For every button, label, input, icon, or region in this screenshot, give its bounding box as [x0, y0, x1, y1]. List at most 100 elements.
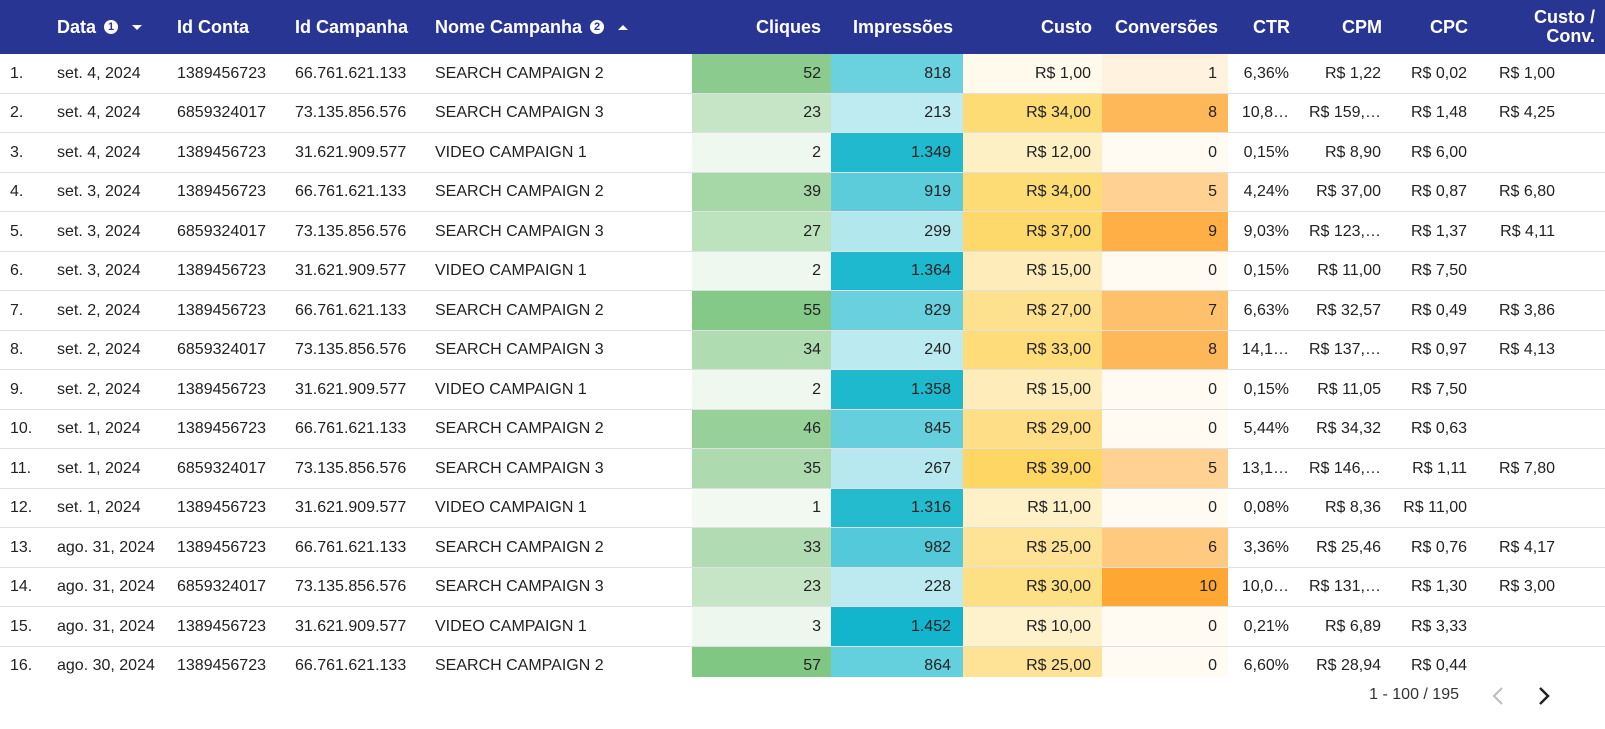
cell: 240	[831, 330, 963, 370]
row-number: 13.	[10, 538, 33, 556]
sort-rank: 2	[590, 20, 605, 34]
cell: 2	[692, 370, 831, 410]
column-header[interactable]: Conversões	[1102, 0, 1228, 54]
cell: 66.761.621.133	[295, 420, 407, 438]
cell: 0	[1102, 251, 1228, 291]
cell: SEARCH CAMPAIGN 3	[435, 222, 604, 240]
cell: set. 2, 2024	[57, 341, 141, 359]
next-page[interactable]	[1534, 684, 1554, 708]
cell: set. 2, 2024	[57, 301, 141, 319]
cell: R$ 15,00	[963, 251, 1102, 291]
column-header[interactable]: CPM	[1300, 0, 1392, 54]
cell: 5	[1102, 172, 1228, 212]
row-divider	[0, 645, 1605, 647]
cell: SEARCH CAMPAIGN 2	[435, 657, 604, 675]
cell: 0	[1102, 488, 1228, 528]
row-divider	[0, 250, 1605, 252]
cell: 8	[1102, 330, 1228, 370]
row-divider	[0, 92, 1605, 94]
row-number: 14.	[10, 578, 33, 596]
cell: R$ 25,00	[963, 646, 1102, 677]
cell: 34	[692, 330, 831, 370]
cell: R$ 3,33	[1410, 617, 1467, 635]
cell: 31.621.909.577	[295, 143, 407, 161]
cell: 0	[1102, 409, 1228, 449]
cell: R$ 10,00	[963, 607, 1102, 647]
row-divider	[0, 408, 1605, 410]
cell: 5,44%	[1243, 420, 1289, 438]
page-range: 1 - 100 / 195	[1369, 686, 1459, 703]
cell: VIDEO CAMPAIGN 1	[435, 143, 587, 161]
column-header[interactable]: CTR	[1228, 0, 1300, 54]
cell: set. 3, 2024	[57, 183, 141, 201]
column-header[interactable]: Data 1	[45, 0, 165, 54]
row-divider	[0, 329, 1605, 331]
cell: VIDEO CAMPAIGN 1	[435, 617, 587, 635]
column-header[interactable]: Id Conta	[165, 0, 283, 54]
cell: 1	[692, 488, 831, 528]
cell: set. 1, 2024	[57, 499, 141, 517]
column-header[interactable]: Cliques	[692, 0, 831, 54]
column-header[interactable]: Id Campanha	[283, 0, 423, 54]
row-divider	[0, 132, 1605, 133]
cell: R$ 37,00	[1316, 183, 1381, 201]
column-label: Cliques	[755, 16, 821, 37]
cell: set. 3, 2024	[57, 262, 141, 280]
cell: 1389456723	[177, 183, 266, 201]
cell: SEARCH CAMPAIGN 3	[435, 104, 604, 122]
column-label: Id Conta	[177, 16, 249, 37]
column-header[interactable]: Impressões	[831, 0, 963, 54]
cell: R$ 123,…	[1308, 222, 1381, 240]
cell: 0	[1102, 646, 1228, 677]
cell: 27	[692, 212, 831, 252]
row-divider	[0, 606, 1605, 607]
prev-page[interactable]	[1488, 684, 1508, 708]
cell: R$ 0,63	[1410, 420, 1467, 438]
cell: R$ 28,94	[1316, 657, 1381, 675]
table-body: 1. set. 4, 2024 1389456723 66.761.621.133 SE…	[0, 54, 1605, 677]
cell: R$ 3,86	[1498, 301, 1555, 319]
cell: 8	[1102, 93, 1228, 133]
cell: 3,36%	[1243, 538, 1289, 556]
cell: R$ 4,13	[1498, 341, 1555, 359]
column-label: Custo / Conv.	[1534, 7, 1595, 46]
cell: 1389456723	[177, 420, 266, 438]
cell: 6859324017	[177, 341, 266, 359]
column-header[interactable]: CPC	[1392, 0, 1478, 54]
column-header[interactable]: Custo	[963, 0, 1102, 54]
cell: 66.761.621.133	[295, 657, 407, 675]
cell: R$ 7,80	[1498, 459, 1555, 477]
cell: 10,8…	[1241, 104, 1289, 122]
cell: R$ 27,00	[963, 291, 1102, 331]
cell: ago. 30, 2024	[57, 657, 155, 675]
cell: 66.761.621.133	[295, 538, 407, 556]
cell: R$ 8,90	[1324, 143, 1381, 161]
cell: 1.358	[831, 370, 963, 410]
cell: R$ 0,87	[1410, 183, 1467, 201]
cell: 228	[831, 567, 963, 607]
cell: 66.761.621.133	[295, 64, 407, 82]
cell: set. 4, 2024	[57, 143, 141, 161]
row-number: 8.	[10, 341, 24, 359]
cell: 1389456723	[177, 538, 266, 556]
cell: 2	[692, 251, 831, 291]
column-header[interactable]: Nome Campanha 2	[423, 0, 692, 54]
cell: VIDEO CAMPAIGN 1	[435, 380, 587, 398]
cell	[1478, 252, 1605, 292]
cell: 6859324017	[177, 459, 266, 477]
cell: ago. 31, 2024	[57, 538, 155, 556]
column-header[interactable]: Custo / Conv.	[1478, 0, 1605, 54]
cell: 1389456723	[177, 657, 266, 675]
cell: R$ 3,00	[1498, 578, 1555, 596]
cell: SEARCH CAMPAIGN 2	[435, 538, 604, 556]
cell: SEARCH CAMPAIGN 2	[435, 301, 604, 319]
cell: 0,15%	[1243, 143, 1289, 161]
cell: 0	[1102, 607, 1228, 647]
cell: R$ 146,…	[1308, 459, 1381, 477]
cell: 1389456723	[177, 262, 266, 280]
cell: 0	[1102, 133, 1228, 173]
cell: 73.135.856.576	[295, 578, 407, 596]
cell: 7	[1102, 291, 1228, 331]
cell: R$ 0,49	[1410, 301, 1467, 319]
cell: SEARCH CAMPAIGN 3	[435, 341, 604, 359]
